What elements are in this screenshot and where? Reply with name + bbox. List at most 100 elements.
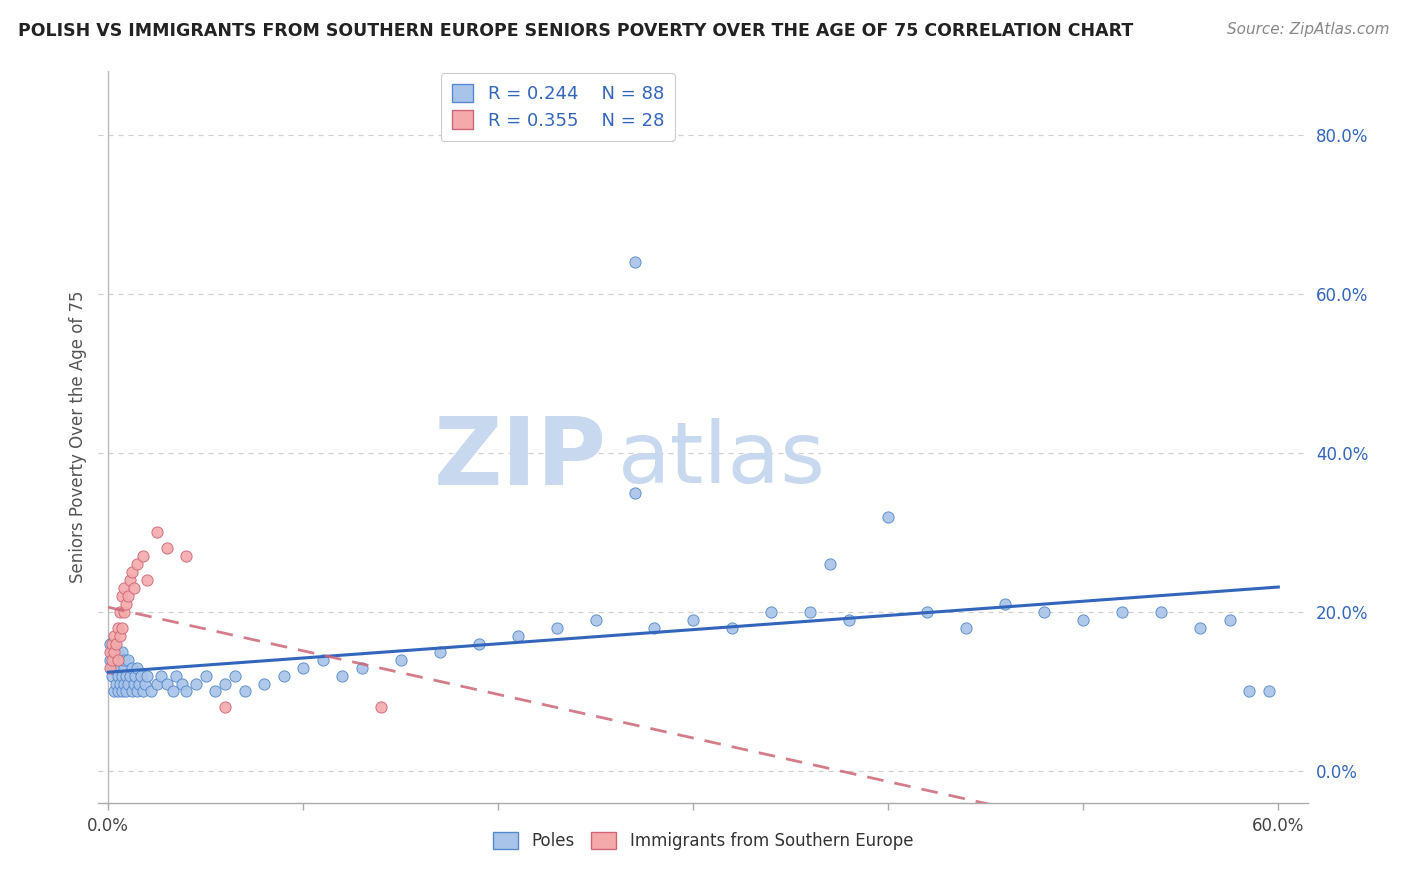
Point	[1033, 605, 1056, 619]
Point	[273, 668, 295, 682]
Point	[127, 684, 149, 698]
Point	[994, 597, 1017, 611]
Point	[253, 676, 276, 690]
Point	[1111, 605, 1133, 619]
Point	[104, 660, 127, 674]
Point	[136, 668, 159, 682]
Point	[877, 509, 900, 524]
Point	[350, 660, 373, 674]
Text: atlas: atlas	[619, 417, 827, 500]
Point	[127, 660, 149, 674]
Point	[312, 653, 335, 667]
Point	[114, 684, 136, 698]
Point	[1150, 605, 1173, 619]
Point	[429, 645, 451, 659]
Point	[165, 668, 187, 682]
Text: POLISH VS IMMIGRANTS FROM SOUTHERN EUROPE SENIORS POVERTY OVER THE AGE OF 75 COR: POLISH VS IMMIGRANTS FROM SOUTHERN EUROP…	[18, 22, 1133, 40]
Point	[98, 637, 121, 651]
Point	[643, 621, 665, 635]
Point	[174, 549, 197, 564]
Point	[761, 605, 783, 619]
Point	[103, 653, 125, 667]
Point	[121, 566, 143, 580]
Point	[139, 684, 162, 698]
Point	[121, 660, 143, 674]
Point	[104, 637, 127, 651]
Point	[107, 653, 129, 667]
Point	[112, 653, 135, 667]
Point	[122, 581, 145, 595]
Point	[136, 573, 159, 587]
Point	[98, 645, 121, 659]
Point	[131, 668, 153, 682]
Point	[682, 613, 704, 627]
Point	[111, 668, 134, 682]
Y-axis label: Seniors Poverty Over the Age of 75: Seniors Poverty Over the Age of 75	[69, 291, 87, 583]
Point	[721, 621, 744, 635]
Point	[146, 525, 169, 540]
Point	[204, 684, 226, 698]
Point	[98, 653, 121, 667]
Point	[103, 637, 125, 651]
Point	[122, 676, 145, 690]
Point	[111, 645, 134, 659]
Point	[107, 645, 129, 659]
Point	[118, 573, 141, 587]
Text: Source: ZipAtlas.com: Source: ZipAtlas.com	[1226, 22, 1389, 37]
Point	[1257, 684, 1279, 698]
Point	[101, 645, 124, 659]
Point	[1189, 621, 1212, 635]
Point	[112, 605, 135, 619]
Point	[111, 589, 134, 603]
Point	[370, 700, 392, 714]
Point	[467, 637, 489, 651]
Point	[101, 637, 124, 651]
Point	[107, 668, 129, 682]
Point	[917, 605, 939, 619]
Point	[103, 629, 125, 643]
Point	[104, 645, 127, 659]
Point	[132, 549, 155, 564]
Point	[292, 660, 315, 674]
Point	[108, 653, 131, 667]
Point	[117, 676, 139, 690]
Point	[1237, 684, 1260, 698]
Point	[114, 668, 136, 682]
Point	[799, 605, 821, 619]
Point	[128, 676, 150, 690]
Point	[162, 684, 184, 698]
Point	[101, 668, 124, 682]
Point	[118, 668, 141, 682]
Point	[117, 589, 139, 603]
Point	[623, 255, 645, 269]
Point	[112, 660, 135, 674]
Point	[107, 653, 129, 667]
Point	[101, 660, 124, 674]
Point	[585, 613, 607, 627]
Legend: Poles, Immigrants from Southern Europe: Poles, Immigrants from Southern Europe	[486, 825, 920, 856]
Point	[546, 621, 568, 635]
Point	[156, 541, 179, 556]
Point	[1219, 613, 1241, 627]
Point	[124, 668, 146, 682]
Point	[955, 621, 977, 635]
Point	[103, 645, 125, 659]
Point	[103, 660, 125, 674]
Point	[1071, 613, 1094, 627]
Point	[111, 684, 134, 698]
Point	[108, 676, 131, 690]
Point	[184, 676, 207, 690]
Point	[134, 676, 156, 690]
Point	[104, 676, 127, 690]
Point	[114, 597, 136, 611]
Point	[214, 700, 236, 714]
Point	[156, 676, 179, 690]
Point	[194, 668, 217, 682]
Point	[172, 676, 194, 690]
Point	[146, 676, 169, 690]
Point	[108, 629, 131, 643]
Point	[108, 605, 131, 619]
Point	[506, 629, 529, 643]
Point	[623, 485, 645, 500]
Point	[127, 558, 149, 572]
